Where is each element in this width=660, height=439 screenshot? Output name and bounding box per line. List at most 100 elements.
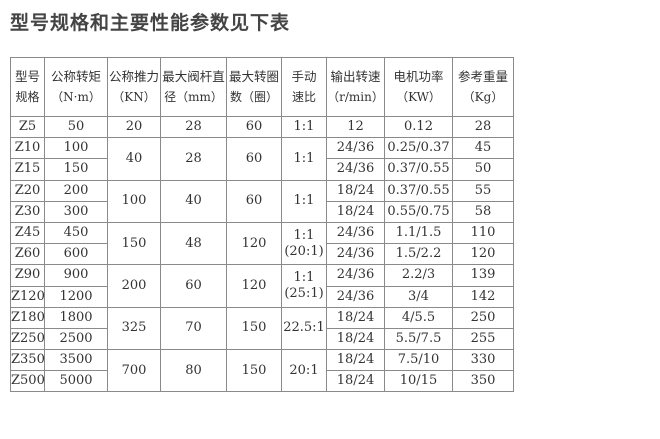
stem-diameter-cell: 40 [160, 179, 227, 223]
motor-power-cell: 4/5.5 [384, 306, 453, 329]
torque-cell: 600 [44, 243, 108, 266]
torque-cell: 150 [44, 158, 108, 181]
header-row: 型号 规格 公称转矩 （N·m） 公称推力 （KN） 最大阀杆直 径（mm） 最大转圈 数（圈）手… [10, 57, 514, 117]
thrust-cell: 150 [107, 221, 161, 266]
motor-power-cell: 1.1/1.5 [384, 221, 453, 245]
header-torque: 公称转矩 （N·m） [44, 57, 108, 117]
thrust-cell: 40 [107, 137, 161, 181]
model-cell: Z30 [10, 200, 45, 223]
table-row: Z5 50 20 28 60 1:1 12 0.12 28 [10, 115, 514, 139]
table-row: Z20 200 100 40 60 1:1 18/24 0.37/0.55 55 [10, 179, 514, 223]
table-row: Z10 100 40 28 60 1:1 24/36 0.25/0.37 45 [10, 137, 514, 181]
max-turns-cell: 150 [226, 306, 282, 351]
torque-cell: 300 [44, 200, 108, 223]
stem-diameter-cell: 70 [160, 306, 227, 351]
model-cell: Z180 [10, 306, 45, 329]
motor-power-cell: 5.5/7.5 [384, 327, 453, 351]
torque-cell: 1200 [44, 285, 108, 308]
thrust-cell: 20 [107, 115, 161, 139]
header-output-speed: 输出转速 （r/min） [326, 57, 385, 117]
weight-cell: 58 [452, 200, 514, 223]
thrust-cell: 200 [107, 264, 161, 308]
weight-cell: 350 [452, 370, 514, 393]
max-turns-cell: 60 [226, 115, 282, 139]
header-label: 公称推力 [108, 69, 159, 84]
model-cell: Z250 [10, 327, 45, 351]
output-speed-cell: 24/36 [326, 285, 385, 308]
output-speed-cell: 18/24 [326, 179, 385, 202]
motor-power-cell: 7.5/10 [384, 349, 453, 372]
torque-cell: 200 [44, 179, 108, 202]
thrust-cell: 325 [107, 306, 161, 351]
torque-cell: 50 [44, 115, 108, 139]
header-label: 最大转圈 [228, 69, 279, 84]
max-turns-cell: 120 [226, 264, 282, 308]
weight-cell: 110 [452, 221, 514, 245]
torque-cell: 3500 [44, 349, 108, 372]
stem-diameter-cell: 60 [160, 264, 227, 308]
output-speed-cell: 18/24 [326, 327, 385, 351]
weight-cell: 255 [452, 327, 514, 351]
header-label: 最大阀杆直 [162, 69, 225, 84]
output-speed-cell: 18/24 [326, 306, 385, 329]
table-row: Z250 2500 18/24 5.5/7.5 255 [10, 327, 514, 351]
model-cell: Z500 [10, 370, 45, 393]
model-cell: Z45 [10, 221, 45, 245]
header-unit: （KW） [396, 90, 441, 104]
weight-cell: 250 [452, 306, 514, 329]
header-label: 公称转矩 [50, 69, 101, 84]
header-max-turns: 最大转圈数（圈） [226, 57, 282, 117]
header-unit: （KN） [112, 90, 156, 104]
motor-power-cell: 0.12 [384, 115, 453, 139]
header-unit: 速比 [291, 90, 316, 104]
motor-power-cell: 0.25/0.37 [384, 137, 453, 160]
max-turns-cell: 60 [226, 179, 282, 223]
header-manual-ratio: 手动 速比 [281, 57, 327, 117]
output-speed-cell: 24/36 [326, 264, 385, 287]
stem-diameter-cell: 80 [160, 349, 227, 393]
header-unit: 径（mm） [164, 90, 223, 104]
header-model: 型号 规格 [10, 57, 45, 117]
torque-cell: 900 [44, 264, 108, 287]
table-row: Z45 450 150 48 120 1:1 (20:1) 24/36 1.1/1.5 110 [10, 221, 514, 266]
weight-cell: 330 [452, 349, 514, 372]
header-label: 手动 [291, 69, 317, 84]
motor-power-cell: 0.37/0.55 [384, 158, 453, 181]
header-motor-power: 电机功率 （KW） [384, 57, 453, 117]
torque-cell: 1800 [44, 306, 108, 329]
weight-cell: 50 [452, 158, 514, 181]
motor-power-cell: 3/4 [384, 285, 453, 308]
model-cell: Z350 [10, 349, 45, 372]
header-unit: （Kg） [462, 90, 504, 104]
table-row: Z500 5000 18/24 10/15 350 [10, 370, 514, 393]
header-unit: 数（圈） [229, 90, 278, 104]
weight-cell: 120 [452, 243, 514, 266]
table-row: Z90 900 200 60 120 1:1 (25:1) 24/36 2.2/3 139 [10, 264, 514, 308]
model-cell: Z10 [10, 137, 45, 160]
manual-ratio-cell: 1:1 [281, 137, 327, 181]
header-label: 参考重量 [457, 69, 508, 84]
table-row: Z60 600 24/36 1.5/2.2 120 [10, 243, 514, 266]
weight-cell: 28 [452, 115, 514, 139]
model-cell: Z20 [10, 179, 45, 202]
manual-ratio-cell: 1:1 [281, 179, 327, 223]
thrust-cell: 100 [107, 179, 161, 223]
thrust-cell: 700 [107, 349, 161, 393]
model-cell: Z120 [10, 285, 45, 308]
header-label: 输出转速 [330, 69, 381, 84]
spec-table: 型号 规格 公称转矩 （N·m） 公称推力 （KN） 最大阀杆直 径（mm） 最大转圈 数（圈）手… [10, 57, 514, 393]
table-row: Z120 1200 24/36 3/4 142 [10, 285, 514, 308]
output-speed-cell: 12 [326, 115, 385, 139]
output-speed-cell: 24/36 [326, 243, 385, 266]
torque-cell: 2500 [44, 327, 108, 351]
table-row: Z15 150 24/36 0.37/0.55 50 [10, 158, 514, 181]
header-unit: （N·m） [51, 90, 101, 104]
torque-cell: 450 [44, 221, 108, 245]
header-label: 电机功率 [393, 69, 444, 84]
motor-power-cell: 2.2/3 [384, 264, 453, 287]
header-stem-diameter: 最大阀杆直径（mm） [160, 57, 227, 117]
output-speed-cell: 24/36 [326, 137, 385, 160]
header-unit: （r/min） [327, 90, 384, 104]
max-turns-cell: 60 [226, 137, 282, 181]
table-row: Z350 3500 700 80 150 20:1 18/24 7.5/10 330 [10, 349, 514, 393]
